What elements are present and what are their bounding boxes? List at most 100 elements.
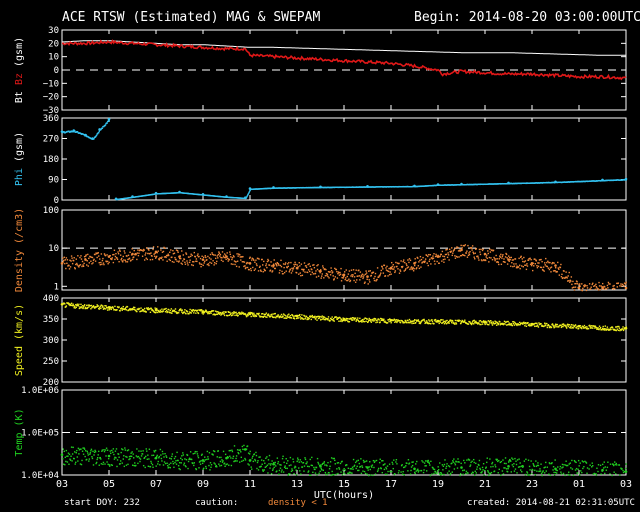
data-dot-Density — [319, 271, 321, 274]
data-dot-Temp — [391, 470, 393, 473]
data-dot-Density — [201, 255, 203, 257]
data-dot-Temp — [505, 462, 507, 465]
data-dot-Speed — [137, 308, 140, 311]
data-dot-Temp — [279, 464, 281, 466]
data-dot-Density — [254, 268, 257, 270]
data-dot-Speed — [595, 327, 598, 329]
data-dot-Temp — [79, 448, 81, 450]
data-dot-Temp — [495, 458, 497, 461]
data-dot-Temp — [563, 464, 565, 466]
data-dot-Density — [601, 286, 603, 288]
data-dot-Density — [581, 289, 584, 292]
data-dot-Density — [365, 272, 368, 274]
data-dot-Speed — [360, 319, 363, 322]
data-dot-Speed — [321, 315, 323, 317]
data-dot-Temp — [128, 458, 130, 461]
data-dot-Speed — [476, 322, 479, 324]
data-dot-Speed — [601, 327, 604, 330]
data-dot-Temp — [488, 474, 490, 477]
data-dot-Speed — [273, 316, 275, 318]
y-tick-label-mag: 30 — [48, 26, 59, 36]
data-dot-Temp — [487, 471, 490, 473]
data-dot-Temp — [539, 468, 541, 470]
data-dot-Temp — [388, 463, 391, 465]
data-dot-Temp — [299, 470, 301, 472]
data-dot-Speed — [499, 324, 502, 326]
data-dot-Temp — [619, 474, 621, 476]
data-dot-Density — [235, 265, 238, 268]
data-dot-Density — [154, 257, 157, 259]
data-dot-Density — [267, 258, 269, 261]
data-dot-Speed — [284, 317, 286, 319]
data-dot-Density — [604, 286, 606, 288]
data-dot-Density — [283, 266, 285, 269]
data-dot-Temp — [385, 466, 387, 469]
data-dot-Speed — [204, 310, 206, 313]
data-dot-Phi-b — [247, 193, 249, 195]
data-dot-Temp — [284, 465, 286, 467]
data-dot-Density — [255, 259, 257, 261]
data-dot-Density — [111, 258, 113, 261]
data-dot-Temp — [576, 472, 579, 474]
data-dot-Temp — [422, 471, 425, 474]
data-dot-Speed — [404, 321, 406, 324]
data-dot-Density — [544, 262, 546, 264]
data-dot-Speed — [338, 320, 340, 322]
data-dot-Speed — [193, 312, 195, 314]
data-dot-Temp — [564, 474, 566, 477]
data-dot-Density — [66, 259, 69, 261]
data-dot-Temp — [136, 456, 139, 458]
data-dot-Density — [444, 253, 447, 256]
data-dot-Speed — [272, 313, 274, 315]
data-dot-Temp — [562, 472, 565, 475]
data-dot-Speed — [186, 311, 189, 313]
data-dot-Temp — [301, 466, 304, 468]
data-dot-Density — [63, 259, 65, 262]
data-dot-Speed — [547, 324, 549, 327]
data-dot-Speed — [81, 307, 83, 309]
data-dot-Speed — [418, 320, 420, 323]
data-dot-Speed — [471, 322, 473, 325]
data-dot-Density — [507, 258, 509, 260]
data-dot-Density — [361, 275, 363, 277]
data-dot-Density — [114, 258, 116, 261]
data-dot-Density — [232, 255, 235, 257]
data-dot-Density — [577, 286, 579, 289]
data-dot-Density — [429, 258, 431, 261]
data-dot-Density — [99, 258, 101, 260]
data-dot-Speed — [374, 318, 377, 320]
data-dot-Temp — [227, 457, 229, 459]
data-dot-Temp — [449, 473, 451, 476]
data-dot-Speed — [103, 307, 105, 309]
data-dot-Speed — [280, 316, 282, 318]
data-dot-Density — [225, 258, 227, 261]
data-dot-Density — [475, 247, 477, 250]
data-dot-Speed — [572, 327, 575, 329]
data-dot-Speed — [494, 322, 497, 325]
data-dot-Temp — [513, 463, 515, 465]
data-dot-Speed — [384, 320, 386, 322]
data-dot-Temp — [530, 460, 532, 462]
data-dot-Temp — [112, 448, 115, 450]
data-dot-Density — [606, 284, 609, 287]
data-dot-Density — [619, 285, 621, 287]
data-dot-Temp — [260, 459, 263, 461]
data-dot-Speed — [383, 321, 386, 323]
data-dot-Temp — [606, 466, 609, 469]
data-dot-Density — [135, 254, 137, 256]
data-dot-Temp — [353, 464, 356, 467]
data-dot-Temp — [127, 463, 129, 466]
data-dot-Density — [512, 265, 514, 268]
data-dot-Density — [348, 270, 351, 272]
data-dot-Speed — [128, 308, 131, 311]
data-dot-Speed — [164, 311, 167, 313]
data-dot-Temp — [591, 466, 593, 468]
data-dot-Density — [130, 254, 133, 256]
data-dot-Temp — [258, 466, 261, 468]
data-dot-Speed — [179, 309, 181, 311]
data-dot-Temp — [425, 465, 427, 467]
data-dot-Temp — [280, 464, 282, 466]
data-dot-Temp — [494, 466, 497, 468]
data-dot-Density — [278, 272, 281, 274]
data-dot-Temp — [193, 462, 195, 464]
